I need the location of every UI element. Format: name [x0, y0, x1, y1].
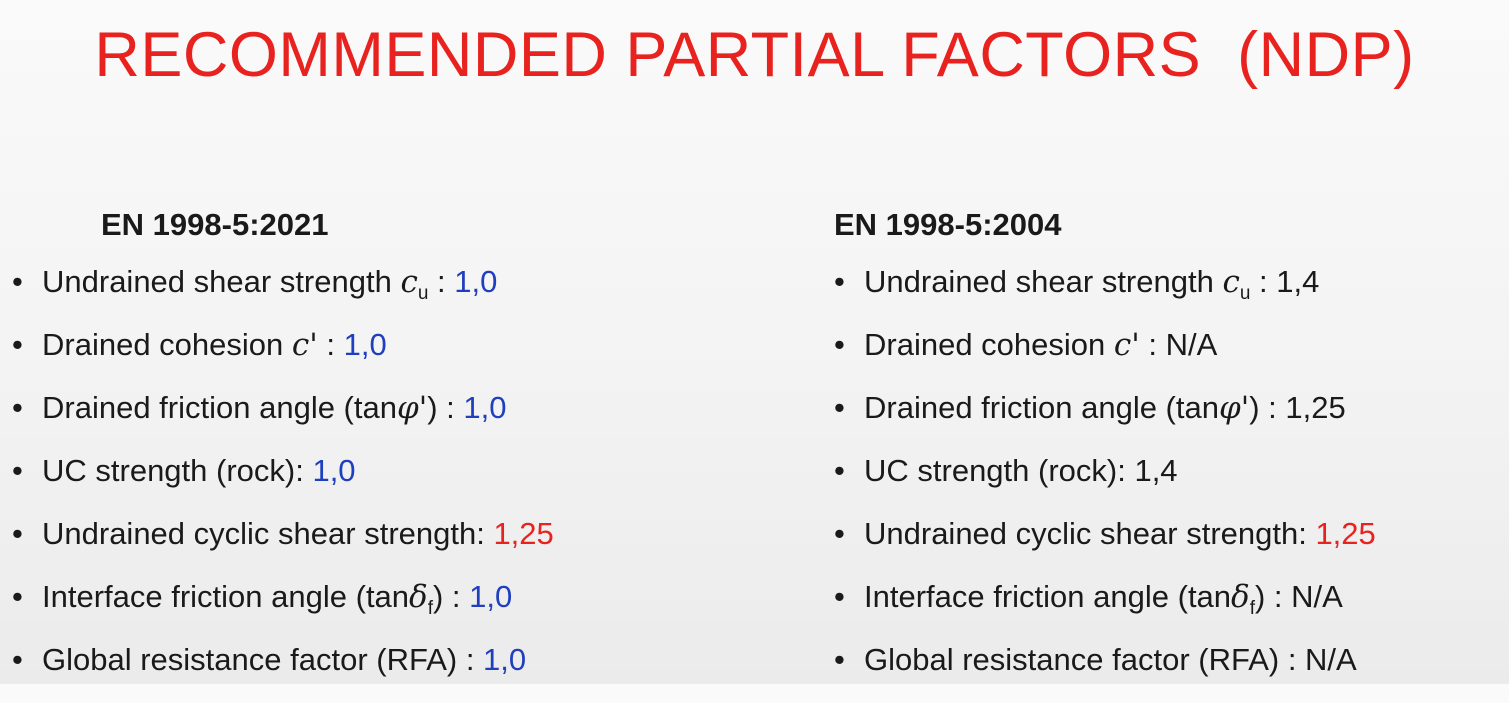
factor-separator: : [1250, 264, 1277, 299]
factor-label: Interface friction angle (tan [864, 579, 1232, 614]
factor-separator: : [317, 327, 344, 362]
list-item: • UC strength (rock): 1,0 [12, 439, 752, 502]
column-en-1998-5-2004: EN 1998-5:2004 • Undrained shear strength… [834, 200, 1504, 691]
bullet-icon: • [12, 264, 23, 299]
bullet-icon: • [12, 453, 23, 488]
factor-label: Global resistance factor (RFA) : [864, 642, 1306, 677]
list-item: • Undrained shear strength cu : 1,4 [834, 250, 1504, 313]
column-heading: EN 1998-5:2004 [834, 207, 1062, 242]
factor-subscript: f [427, 598, 433, 619]
factor-separator: : [428, 264, 455, 299]
factor-symbol: c' [1113, 327, 1140, 363]
factor-value: 1,0 [454, 264, 498, 299]
bullet-icon: • [12, 390, 23, 425]
factor-label: Global resistance factor (RFA) : [42, 642, 484, 677]
column-heading: EN 1998-5:2021 [101, 207, 329, 242]
factor-label: Drained cohesion [864, 327, 1114, 362]
factor-label: Drained friction angle (tan [864, 390, 1219, 425]
factor-value: 1,0 [343, 327, 387, 362]
list-item: • Undrained cyclic shear strength: 1,25 [12, 502, 752, 565]
factor-value: N/A [1165, 327, 1218, 362]
list-item: • Drained friction angle (tanφ') : 1,0 [12, 376, 752, 439]
factor-value: 1,25 [1315, 516, 1376, 551]
bullet-icon: • [834, 264, 845, 299]
factor-symbol: δ [409, 579, 428, 615]
factor-list: • Undrained shear strength cu : 1,4 • Drai… [834, 250, 1504, 691]
bullet-icon: • [12, 516, 23, 551]
factor-label: UC strength (rock): [42, 453, 313, 488]
list-item: • Drained cohesion c' : 1,0 [12, 313, 752, 376]
bullet-icon: • [12, 327, 23, 362]
factor-value: 1,4 [1134, 453, 1178, 488]
factor-label: UC strength (rock): [864, 453, 1135, 488]
factor-separator: ) : [427, 390, 464, 425]
factor-value: 1,0 [483, 642, 527, 677]
list-item: • Drained friction angle (tanφ') : 1,25 [834, 376, 1504, 439]
list-item: • Global resistance factor (RFA) : 1,0 [12, 628, 752, 691]
factor-value: 1,25 [1285, 390, 1346, 425]
bullet-icon: • [12, 579, 23, 614]
factor-subscript: f [1249, 598, 1255, 619]
list-item: • Interface friction angle (tanδf) : 1,0 [12, 565, 752, 628]
column-en-1998-5-2021: EN 1998-5:2021 • Undrained shear strength… [12, 200, 752, 691]
slide-title: RECOMMENDED PARTIAL FACTORS (NDP) [94, 20, 1415, 90]
bullet-icon: • [834, 579, 845, 614]
list-item: • Global resistance factor (RFA) : N/A [834, 628, 1504, 691]
factor-label: Interface friction angle (tan [42, 579, 410, 614]
factor-subscript: u [417, 283, 429, 304]
factor-subscript: u [1239, 283, 1251, 304]
factor-label: Undrained shear strength [864, 264, 1223, 299]
factor-separator: : [1139, 327, 1166, 362]
factor-value: N/A [1291, 579, 1343, 614]
factor-symbol: c [1222, 264, 1240, 300]
factor-value: 1,4 [1276, 264, 1320, 299]
bullet-icon: • [834, 327, 845, 362]
bullet-icon: • [834, 390, 845, 425]
list-item: • Undrained cyclic shear strength: 1,25 [834, 502, 1504, 565]
factor-label: Undrained cyclic shear strength: [42, 516, 494, 551]
factor-value: 1,0 [463, 390, 507, 425]
list-item: • Drained cohesion c' : N/A [834, 313, 1504, 376]
factor-value: N/A [1305, 642, 1357, 677]
factor-label: Undrained cyclic shear strength: [864, 516, 1316, 551]
factor-label: Drained friction angle (tan [42, 390, 397, 425]
list-item: • Undrained shear strength cu : 1,0 [12, 250, 752, 313]
bullet-icon: • [12, 642, 23, 677]
factor-value: 1,0 [469, 579, 513, 614]
list-item: • Interface friction angle (tanδf) : N/A [834, 565, 1504, 628]
factor-separator: ) : [1249, 390, 1286, 425]
bullet-icon: • [834, 516, 845, 551]
factor-separator: ) : [433, 579, 470, 614]
factor-symbol: δ [1231, 579, 1250, 615]
factor-label: Drained cohesion [42, 327, 292, 362]
factor-list: • Undrained shear strength cu : 1,0 • Drai… [12, 250, 752, 691]
factor-separator: ) : [1255, 579, 1292, 614]
list-item: • UC strength (rock): 1,4 [834, 439, 1504, 502]
factor-symbol: c' [291, 327, 318, 363]
factor-symbol: φ' [396, 390, 428, 426]
factor-label: Undrained shear strength [42, 264, 401, 299]
bullet-icon: • [834, 453, 845, 488]
factor-value: 1,25 [493, 516, 554, 551]
factor-symbol: c [400, 264, 418, 300]
factor-symbol: φ' [1218, 390, 1250, 426]
factor-value: 1,0 [312, 453, 356, 488]
bullet-icon: • [834, 642, 845, 677]
